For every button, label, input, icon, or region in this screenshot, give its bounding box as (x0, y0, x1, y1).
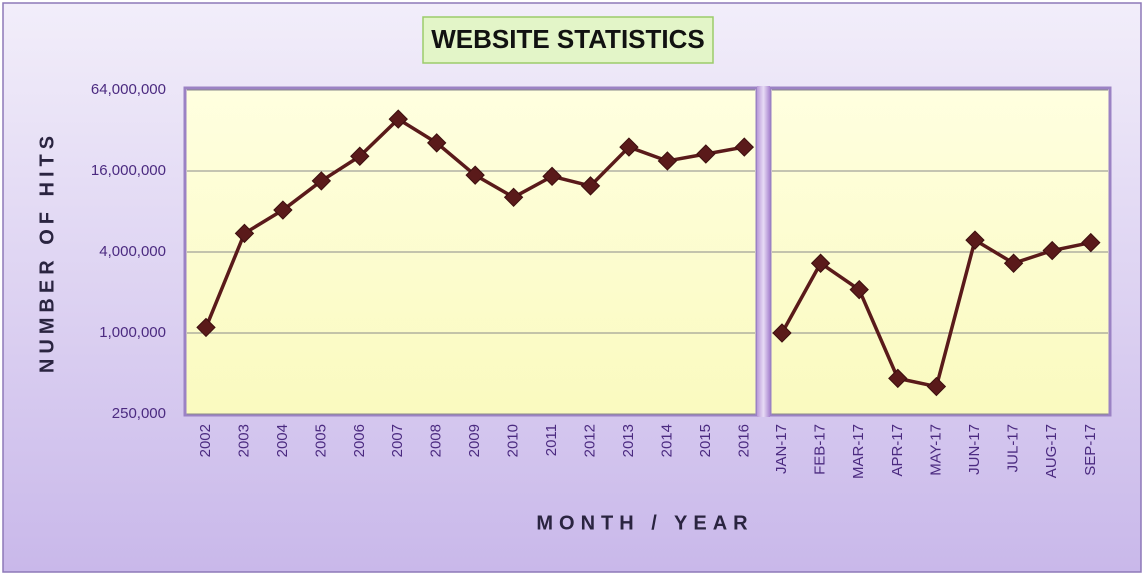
data-point (273, 200, 293, 220)
data-point (657, 151, 678, 171)
x-tick-label: 2016 (735, 424, 752, 457)
x-tick-label: FEB-17 (812, 424, 829, 475)
y-tick-label: 16,000,000 (91, 162, 166, 179)
data-point (503, 187, 524, 208)
y-tick-label: 4,000,000 (99, 243, 166, 260)
data-point (465, 165, 485, 185)
y-tick-label: 1,000,000 (99, 324, 166, 341)
x-tick-label: 2004 (274, 424, 291, 457)
x-tick-label: APR-17 (889, 424, 906, 477)
data-point (1042, 240, 1062, 261)
data-point (234, 223, 255, 244)
x-axis-title: MONTH / YEAR (536, 512, 753, 534)
x-tick-label: 2006 (351, 424, 368, 457)
chart-title: WEBSITE STATISTICS (431, 24, 704, 54)
x-tick-label: JUN-17 (966, 424, 983, 475)
data-point (772, 323, 792, 343)
y-axis-title: NUMBER OF HITS (36, 131, 58, 373)
data-point (542, 166, 562, 187)
x-tick-label: 2003 (235, 424, 252, 457)
data-point (311, 171, 332, 191)
data-point (426, 133, 447, 153)
x-tick-label: 2009 (466, 424, 483, 457)
divider (757, 86, 770, 417)
data-point (350, 146, 370, 166)
data-point (888, 368, 908, 389)
data-point (926, 376, 947, 397)
x-tick-label: MAY-17 (927, 424, 944, 476)
x-tick-label: JUL-17 (1005, 424, 1022, 472)
x-tick-label: JAN-17 (773, 424, 790, 474)
data-point (619, 137, 639, 157)
x-tick-label: 2012 (581, 424, 598, 457)
x-tick-label: SEP-17 (1082, 424, 1099, 476)
data-point (1081, 232, 1101, 253)
x-tick-label: AUG-17 (1043, 424, 1060, 478)
data-point (1003, 253, 1024, 273)
x-tick-label: 2011 (543, 424, 560, 456)
data-point (810, 253, 831, 273)
x-tick-label: MAR-17 (850, 424, 867, 479)
data-point (734, 137, 755, 157)
y-tick-label: 64,000,000 (91, 81, 166, 98)
data-point (696, 144, 716, 164)
x-tick-label: 2007 (389, 424, 406, 457)
x-tick-label: 2015 (697, 424, 714, 457)
data-point (580, 176, 601, 196)
x-tick-label: 2002 (197, 424, 214, 457)
data-point (388, 109, 408, 129)
x-tick-label: 2013 (620, 424, 637, 457)
x-tick-label: 2005 (312, 424, 329, 457)
x-tick-label: 2014 (658, 424, 675, 457)
x-tick-label: 2010 (505, 424, 522, 457)
data-point (196, 317, 216, 338)
data-point (849, 279, 869, 300)
title-box (422, 16, 714, 64)
x-tick-label: 2008 (428, 424, 445, 457)
data-point (965, 230, 985, 250)
y-tick-label: 250,000 (112, 405, 166, 422)
